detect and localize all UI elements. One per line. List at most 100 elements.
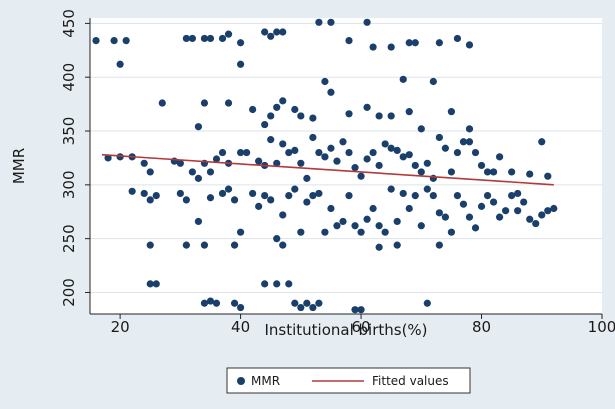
- data-point: [146, 168, 154, 176]
- data-point: [526, 170, 534, 178]
- data-point: [363, 215, 371, 223]
- data-point: [459, 138, 468, 146]
- legend: MMR Fitted values: [226, 367, 471, 394]
- data-point: [453, 148, 462, 157]
- data-point: [339, 217, 347, 226]
- data-point: [381, 140, 389, 148]
- data-point: [351, 222, 359, 230]
- data-point: [502, 207, 510, 215]
- data-point: [255, 202, 263, 210]
- data-point: [417, 222, 425, 230]
- data-point: [297, 112, 305, 120]
- fitted-line-layer: [101, 153, 554, 186]
- data-point: [441, 213, 449, 221]
- data-point: [285, 192, 293, 200]
- data-point: [351, 164, 359, 172]
- data-point: [206, 34, 215, 43]
- data-point: [309, 192, 317, 200]
- data-point: [465, 138, 474, 146]
- data-point: [303, 174, 311, 182]
- data-point: [357, 306, 365, 314]
- data-point: [411, 192, 419, 200]
- data-point: [544, 207, 552, 215]
- data-point: [206, 168, 215, 176]
- data-point: [116, 60, 124, 68]
- data-point: [417, 168, 425, 176]
- data-point: [236, 228, 245, 236]
- data-point: [92, 37, 100, 45]
- legend-label-fitted: Fitted values: [372, 374, 449, 388]
- y-tick-label: 300: [60, 171, 78, 200]
- data-point: [303, 198, 311, 206]
- data-point: [429, 192, 437, 200]
- data-point: [489, 198, 498, 206]
- data-point: [333, 157, 341, 165]
- data-point: [273, 159, 281, 167]
- data-point: [399, 189, 407, 198]
- data-point: [345, 37, 353, 45]
- data-point: [200, 99, 209, 107]
- data-point: [267, 32, 275, 40]
- data-point: [423, 299, 431, 307]
- data-point: [447, 168, 456, 176]
- x-tick-label: 20: [111, 318, 130, 336]
- data-point: [387, 43, 395, 51]
- data-point: [224, 30, 233, 38]
- data-point: [315, 189, 323, 198]
- data-point: [140, 189, 148, 198]
- data-point: [387, 112, 395, 120]
- data-point: [321, 153, 329, 161]
- data-point: [345, 148, 353, 157]
- data-point: [188, 34, 196, 43]
- data-point: [297, 159, 305, 167]
- legend-marker-mmr: [237, 377, 245, 385]
- data-point: [321, 77, 329, 86]
- data-point: [194, 174, 203, 182]
- data-point: [435, 133, 443, 142]
- data-point: [405, 204, 413, 213]
- data-point: [447, 108, 456, 116]
- data-point: [218, 189, 227, 198]
- data-point: [249, 189, 257, 198]
- data-point: [285, 148, 293, 157]
- data-point: [309, 114, 317, 122]
- data-point: [273, 235, 281, 243]
- data-point: [152, 192, 160, 200]
- data-point: [423, 185, 431, 193]
- axes: [89, 18, 602, 315]
- data-point: [375, 161, 383, 170]
- data-point: [230, 241, 239, 249]
- data-point: [496, 153, 504, 161]
- y-tick-label: 450: [60, 9, 78, 38]
- data-point: [459, 200, 468, 208]
- x-axis-title: Institutional births(%): [264, 321, 427, 339]
- data-point: [261, 28, 269, 36]
- legend-label-mmr: MMR: [251, 374, 280, 388]
- data-point: [483, 192, 492, 200]
- data-point: [538, 138, 546, 146]
- data-point: [435, 39, 443, 47]
- data-point: [273, 28, 281, 36]
- data-point: [206, 194, 215, 202]
- axis-ticks: 200 250 300 350 400 450 20 40 60 80 100: [60, 9, 615, 336]
- data-point: [279, 28, 287, 36]
- data-point: [218, 34, 227, 43]
- data-point: [297, 228, 305, 236]
- data-point: [200, 241, 209, 249]
- data-point: [526, 215, 534, 223]
- data-point: [279, 241, 287, 249]
- plot-area: [90, 18, 602, 314]
- data-point: [327, 144, 335, 152]
- data-point: [224, 185, 233, 193]
- data-point: [508, 192, 516, 200]
- data-point: [309, 303, 317, 312]
- data-point: [315, 148, 323, 157]
- data-point: [411, 39, 419, 47]
- data-point: [381, 228, 389, 236]
- data-point: [387, 144, 395, 152]
- x-tick-label: 40: [231, 318, 250, 336]
- data-point: [405, 151, 413, 159]
- data-point: [363, 155, 371, 163]
